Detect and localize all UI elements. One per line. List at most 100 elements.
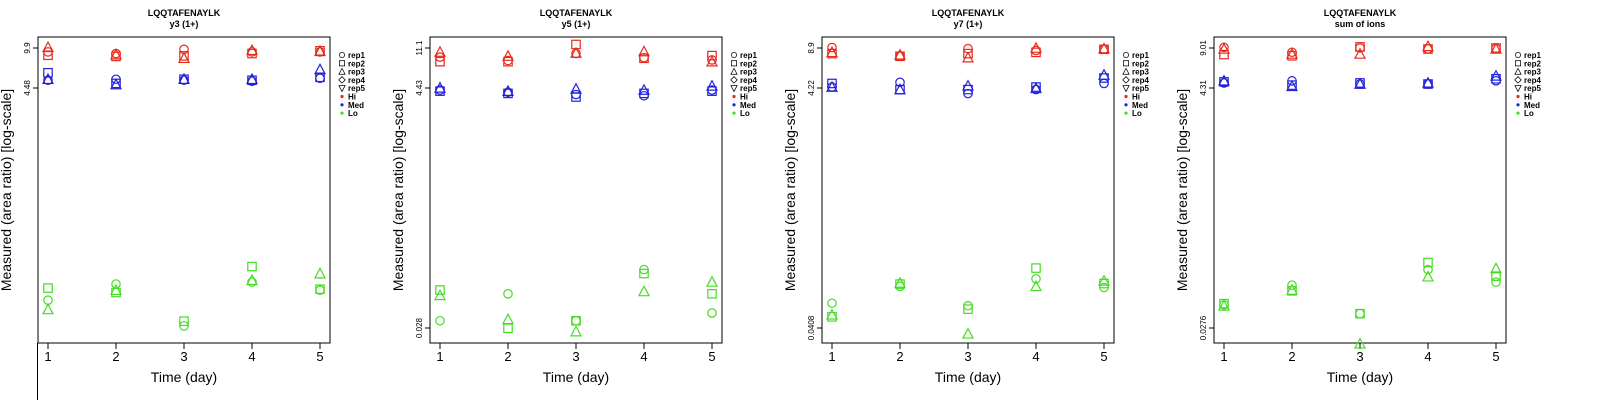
x-tick-label: 2 xyxy=(504,349,511,364)
data-point-lo xyxy=(1287,280,1297,290)
y-tick-label: 4.43 xyxy=(415,80,424,96)
legend-entry: rep5 xyxy=(1122,84,1149,93)
x-tick-label: 4 xyxy=(1032,349,1039,364)
data-point-lo xyxy=(502,312,514,325)
data-point-med xyxy=(1030,81,1042,94)
data-point-lo xyxy=(963,300,973,311)
data-point-lo xyxy=(894,276,906,288)
data-point-lo xyxy=(1219,298,1229,309)
legend-entry: rep4 xyxy=(338,76,365,85)
data-point-med xyxy=(42,72,54,85)
data-point-med xyxy=(43,75,53,86)
y-tick-label: 4.48 xyxy=(23,80,32,96)
data-point-lo xyxy=(826,308,838,320)
data-point-hi xyxy=(706,55,718,67)
y-axis-label: Measured (area ratio) [log-scale] xyxy=(0,89,14,291)
legend-marker xyxy=(730,76,738,84)
chart-subtitle: y5 (1+) xyxy=(562,19,591,29)
legend-entry: rep3 xyxy=(1514,67,1541,77)
legend-label: Hi xyxy=(348,93,356,102)
data-point-med xyxy=(1423,79,1433,89)
x-tick-label: 3 xyxy=(1356,349,1363,364)
data-point-lo xyxy=(638,285,650,297)
legend-entry: rep3 xyxy=(1122,67,1149,77)
legend-dot xyxy=(732,94,736,99)
data-point-hi xyxy=(178,51,190,64)
legend-marker xyxy=(338,85,346,93)
legend-label: rep2 xyxy=(348,59,365,68)
legend-label: rep1 xyxy=(1132,51,1149,60)
data-point-lo xyxy=(571,315,581,326)
data-point-med xyxy=(826,80,838,92)
data-point-lo xyxy=(435,285,445,295)
legend-label: rep1 xyxy=(740,51,757,60)
data-point-med xyxy=(1218,74,1230,86)
legend-dot xyxy=(340,103,344,107)
x-tick-label: 5 xyxy=(708,349,715,364)
plot-frame xyxy=(1213,36,1507,344)
legend-label: Med xyxy=(740,101,756,110)
data-point-hi xyxy=(1030,41,1042,53)
legend-entry: Hi xyxy=(1516,93,1532,102)
data-point-lo xyxy=(827,298,837,309)
x-tick-label: 2 xyxy=(1288,349,1295,364)
data-point-lo xyxy=(1286,283,1298,295)
data-point-med xyxy=(894,83,906,95)
legend-marker xyxy=(731,52,737,58)
data-point-hi xyxy=(503,56,513,67)
data-point-med xyxy=(314,63,326,75)
y-tick-label: 11.1 xyxy=(415,40,424,56)
data-point-hi xyxy=(1422,39,1434,52)
data-point-hi xyxy=(638,45,650,57)
legend-marker xyxy=(1515,52,1521,58)
data-point-hi xyxy=(42,40,54,53)
data-point-hi xyxy=(895,51,905,62)
legend-entry: rep2 xyxy=(339,59,365,68)
legend-label: rep3 xyxy=(1132,68,1149,77)
data-point-lo xyxy=(503,323,513,334)
x-axis-label: Time (day) xyxy=(543,369,609,385)
data-point-hi xyxy=(110,48,122,60)
data-point-lo xyxy=(963,304,973,314)
data-point-med xyxy=(706,79,718,91)
data-point-med xyxy=(502,84,514,96)
y-tick-label: 9.01 xyxy=(1199,40,1208,56)
legend-entry: rep5 xyxy=(338,84,365,93)
data-point-lo xyxy=(1355,308,1365,319)
y-tick-label: 0.0276 xyxy=(1199,315,1208,340)
chart-title: LQQTAFENAYLK xyxy=(932,8,1005,18)
legend-label: rep3 xyxy=(1524,68,1541,77)
data-point-med xyxy=(639,90,649,101)
legend-marker xyxy=(338,76,346,84)
data-point-med xyxy=(247,75,257,86)
legend-marker xyxy=(1122,76,1130,84)
data-point-hi xyxy=(246,43,258,56)
legend-entry: rep2 xyxy=(1123,59,1149,68)
legend-entry: Lo xyxy=(1124,109,1142,118)
y-tick-label: 4.31 xyxy=(1199,80,1208,96)
legend-marker xyxy=(339,60,345,67)
data-point-hi xyxy=(639,52,649,63)
data-point-med xyxy=(1354,77,1366,89)
legend-marker xyxy=(1123,60,1129,67)
x-tick-label: 1 xyxy=(828,349,835,364)
legend-label: rep4 xyxy=(1524,76,1541,85)
legend-marker xyxy=(1514,67,1522,75)
data-point-lo xyxy=(247,261,257,272)
legend-marker xyxy=(1122,85,1130,93)
x-tick-label: 3 xyxy=(572,349,579,364)
x-tick-label: 4 xyxy=(1424,349,1431,364)
data-point-med xyxy=(1219,77,1229,87)
data-point-lo xyxy=(1422,270,1434,282)
data-point-hi xyxy=(826,45,838,58)
data-point-med xyxy=(434,81,446,93)
data-point-hi xyxy=(639,53,649,64)
x-tick-label: 2 xyxy=(112,349,119,364)
data-point-hi xyxy=(435,56,445,67)
legend-label: rep4 xyxy=(348,76,365,85)
plot-frame xyxy=(821,36,1115,344)
legend-label: rep5 xyxy=(348,84,365,93)
data-point-lo xyxy=(314,267,326,279)
x-axis-label: Time (day) xyxy=(151,369,217,385)
data-point-lo xyxy=(1354,337,1366,349)
